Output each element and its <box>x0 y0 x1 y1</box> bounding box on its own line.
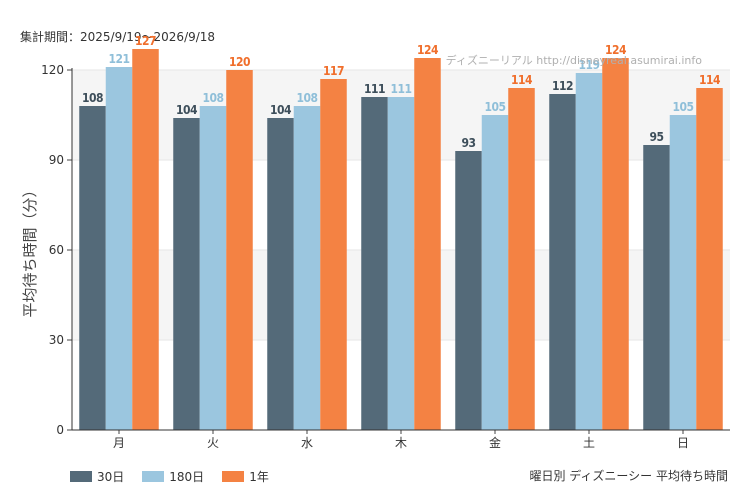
y-tick-label: 30 <box>49 333 64 347</box>
period-label: 集計期間：2025/9/19～2026/9/18 <box>20 30 216 44</box>
data-label: 108 <box>296 91 317 105</box>
data-label: 108 <box>202 91 223 105</box>
data-label: 124 <box>417 43 439 57</box>
data-label: 112 <box>552 79 573 93</box>
legend-swatch <box>70 471 92 482</box>
data-label: 117 <box>323 64 344 78</box>
data-label: 104 <box>270 103 292 117</box>
bar <box>105 67 133 430</box>
data-label: 95 <box>649 130 663 144</box>
legend-item: 1年 <box>222 468 269 485</box>
data-label: 108 <box>82 91 103 105</box>
bar <box>508 88 535 430</box>
data-label: 119 <box>578 58 599 72</box>
bar <box>602 58 629 430</box>
y-tick-label: 60 <box>49 243 64 257</box>
legend-swatch <box>142 471 165 482</box>
bar <box>575 73 603 430</box>
data-label: 120 <box>229 55 250 69</box>
bar <box>226 70 253 430</box>
data-label: 114 <box>699 73 721 87</box>
bar <box>696 88 723 430</box>
legend-label: 30日 <box>97 470 125 484</box>
bar <box>267 118 294 430</box>
legend-item: 30日 <box>70 468 124 485</box>
legend: 30日 180日 1年 <box>70 468 269 485</box>
legend-swatch <box>222 471 245 482</box>
y-tick-label: 90 <box>49 153 64 167</box>
watermark: ディズニーリアル http://disneyreal.asumirai.info <box>445 54 702 67</box>
x-tick-label: 金 <box>489 435 501 450</box>
bar <box>481 115 509 430</box>
bar <box>414 58 441 430</box>
legend-label: 1年 <box>249 470 269 484</box>
bar <box>643 145 670 430</box>
bar <box>173 118 200 430</box>
bar <box>387 97 415 430</box>
x-tick-label: 水 <box>301 436 313 450</box>
bar <box>79 106 106 430</box>
x-tick-label: 月 <box>113 436 125 450</box>
bar <box>361 97 388 430</box>
x-tick-label: 火 <box>207 436 219 450</box>
data-label: 114 <box>511 73 533 87</box>
bar <box>455 151 482 430</box>
data-label: 111 <box>364 82 385 96</box>
y-tick-label: 120 <box>41 63 64 77</box>
bar <box>293 106 321 430</box>
data-label: 105 <box>672 100 693 114</box>
data-label: 105 <box>484 100 505 114</box>
bar <box>199 106 227 430</box>
data-label: 121 <box>108 52 129 66</box>
data-label: 111 <box>390 82 411 96</box>
data-label: 127 <box>135 34 156 48</box>
y-tick-label: 0 <box>56 423 64 437</box>
y-axis-title: 平均待ち時間（分） <box>21 182 39 317</box>
x-tick-label: 土 <box>583 436 595 450</box>
legend-label: 180日 <box>169 470 205 484</box>
bar <box>320 79 347 430</box>
bar <box>669 115 697 430</box>
data-label: 124 <box>605 43 627 57</box>
x-tick-label: 日 <box>677 436 689 450</box>
chart-title: 曜日別 ディズニーシー 平均待ち時間 <box>529 469 728 483</box>
data-label: 104 <box>176 103 198 117</box>
data-label: 93 <box>461 136 475 150</box>
legend-item: 180日 <box>142 468 204 485</box>
bar <box>549 94 576 430</box>
bar <box>132 49 159 430</box>
x-tick-label: 木 <box>395 436 407 450</box>
